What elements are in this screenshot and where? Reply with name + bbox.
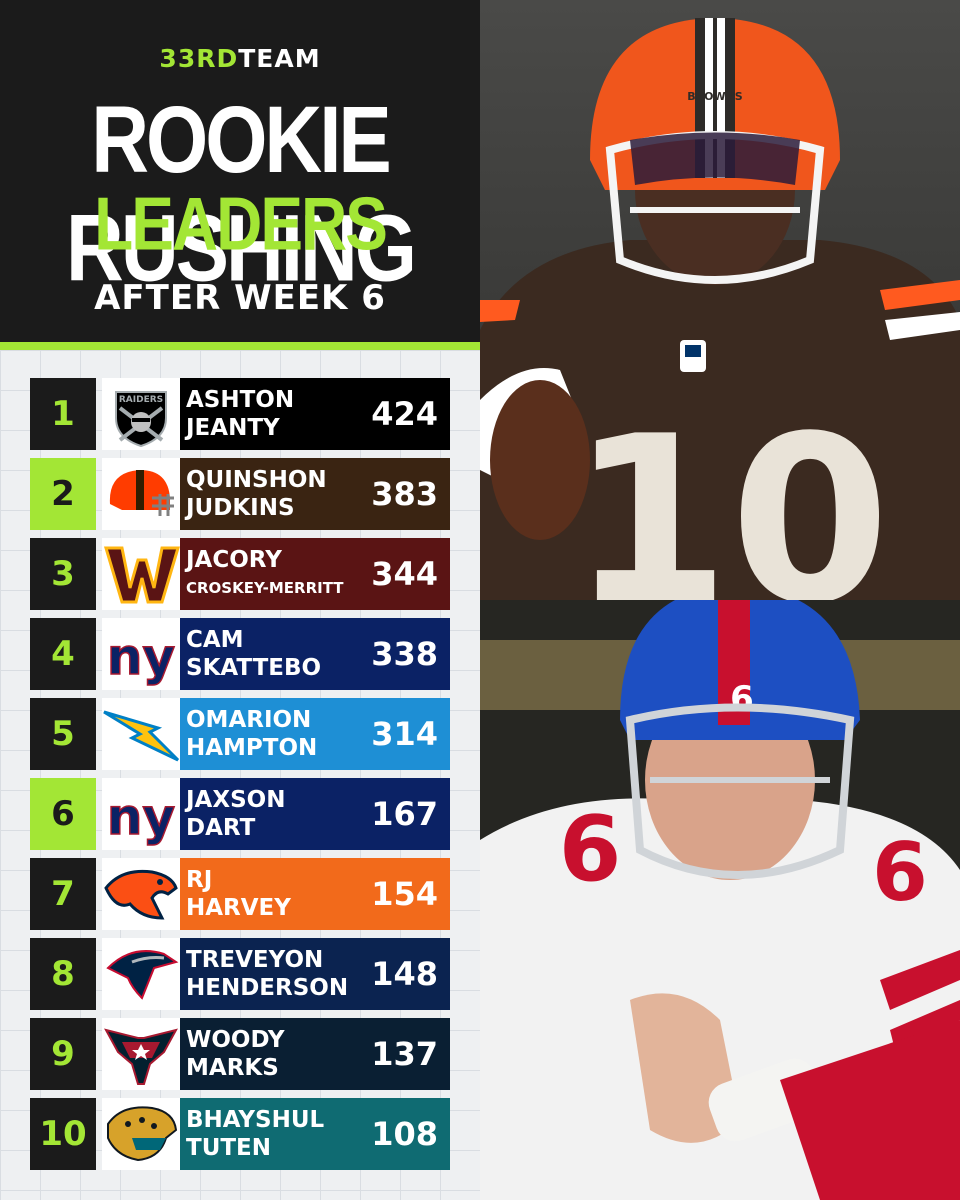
first-name: TREVEYON	[186, 947, 324, 973]
first-name: WOODY	[186, 1027, 285, 1053]
leader-row: 4 ny CAM SKATTEBO 338	[30, 618, 450, 690]
commanders-logo-icon	[102, 538, 180, 610]
player-bar: JACORY CROSKEY-MERRITT 344	[180, 538, 450, 610]
rushing-yards: 108	[371, 1115, 438, 1153]
brand-white-text: TEAM	[238, 44, 321, 73]
svg-text:ny: ny	[107, 788, 175, 846]
helmet-number-text: 6	[730, 679, 754, 719]
rank-number: 9	[30, 1018, 96, 1090]
player-bar: ASHTON JEANTY 424	[180, 378, 450, 450]
rank-number: 2	[30, 458, 96, 530]
texans-bull-icon	[102, 1018, 180, 1090]
chargers-bolt-icon	[102, 698, 180, 770]
rank-number: 10	[30, 1098, 96, 1170]
jaguars-logo-icon	[102, 1098, 180, 1170]
player-name: QUINSHON JUDKINS	[186, 466, 366, 522]
leader-row: 10 BHAYSHUL TUTEN 108	[30, 1098, 450, 1170]
browns-helmet-icon	[102, 458, 180, 530]
first-name: CAM	[186, 627, 244, 653]
player-bar: CAM SKATTEBO 338	[180, 618, 450, 690]
rank-number: 4	[30, 618, 96, 690]
rushing-yards: 344	[371, 555, 438, 593]
broncos-horse-icon	[102, 858, 180, 930]
last-name: DART	[186, 815, 256, 841]
last-name: SKATTEBO	[186, 655, 322, 681]
leader-row: 6 ny JAXSON DART 167	[30, 778, 450, 850]
rank-number: 6	[30, 778, 96, 850]
page-subtitle: AFTER WEEK 6	[94, 278, 386, 318]
jersey-number-text: 10	[570, 388, 890, 600]
last-name: HAMPTON	[186, 735, 318, 761]
leader-row: 7 RJ HARVEY 154	[30, 858, 450, 930]
leader-row: 9 WOODY MARKS 137	[30, 1018, 450, 1090]
rushing-yards: 148	[371, 955, 438, 993]
rushing-yards: 137	[371, 1035, 438, 1073]
first-name: OMARION	[186, 707, 312, 733]
raiders-logo-icon: RAIDERS	[102, 378, 180, 450]
rank-number: 1	[30, 378, 96, 450]
header-panel: 33RDTEAM ROOKIE RUSHING LEADERS AFTER WE…	[0, 0, 480, 344]
brand-green-text: 33RD	[159, 44, 239, 73]
leader-row: 2 QUINSHON JUDKINS 383	[30, 458, 450, 530]
last-name: TUTEN	[186, 1135, 272, 1161]
last-name: CROSKEY-MERRITT	[186, 579, 344, 597]
first-name: QUINSHON	[186, 467, 327, 493]
svg-text:ny: ny	[107, 628, 175, 686]
first-name: BHAYSHUL	[186, 1107, 325, 1133]
first-name: ASHTON	[186, 387, 295, 413]
player-bar: JAXSON DART 167	[180, 778, 450, 850]
patriots-logo-icon	[102, 938, 180, 1010]
helmet-text: BROWNS	[687, 90, 743, 103]
rushing-yards: 424	[371, 395, 438, 433]
leaderboard: 1 RAIDERS ASHTON JEANTY 424 2	[0, 350, 480, 1200]
page-title-line2: LEADERS	[94, 180, 388, 266]
leader-row: 8 TREVEYON HENDERSON 148	[30, 938, 450, 1010]
rushing-yards: 338	[371, 635, 438, 673]
rank-number: 3	[30, 538, 96, 610]
player-bar: BHAYSHUL TUTEN 108	[180, 1098, 450, 1170]
leader-row: 3 JACORY CROSKEY-MERRITT 344	[30, 538, 450, 610]
player-photo-browns: 10 BROWNS	[480, 0, 960, 600]
giants-logo-icon: ny	[102, 618, 180, 690]
rushing-yards: 314	[371, 715, 438, 753]
rushing-yards: 167	[371, 795, 438, 833]
page-title-line1: ROOKIE RUSHING	[66, 87, 417, 301]
brand-logo: 33RDTEAM	[0, 44, 480, 73]
player-name: CAM SKATTEBO	[186, 626, 366, 682]
last-name: MARKS	[186, 1055, 279, 1081]
giants-logo-icon: ny	[102, 778, 180, 850]
last-name: JUDKINS	[186, 495, 295, 521]
last-name: JEANTY	[186, 415, 280, 441]
rushing-yards: 383	[371, 475, 438, 513]
player-name: JACORY CROSKEY-MERRITT	[186, 546, 366, 602]
player-name: WOODY MARKS	[186, 1026, 366, 1082]
player-bar: QUINSHON JUDKINS 383	[180, 458, 450, 530]
rushing-yards: 154	[371, 875, 438, 913]
first-name: RJ	[186, 867, 213, 893]
player-name: JAXSON DART	[186, 786, 366, 842]
accent-divider	[0, 342, 480, 350]
svg-text:RAIDERS: RAIDERS	[119, 395, 163, 405]
player-bar: TREVEYON HENDERSON 148	[180, 938, 450, 1010]
player-bar: OMARION HAMPTON 314	[180, 698, 450, 770]
jersey-number-left-text: 6	[559, 797, 622, 902]
jersey-number-right-text: 6	[872, 826, 928, 919]
first-name: JACORY	[186, 547, 282, 573]
player-bar: RJ HARVEY 154	[180, 858, 450, 930]
rank-number: 5	[30, 698, 96, 770]
last-name: HENDERSON	[186, 975, 349, 1001]
rank-number: 7	[30, 858, 96, 930]
first-name: JAXSON	[186, 787, 286, 813]
leader-row: 1 RAIDERS ASHTON JEANTY 424	[30, 378, 450, 450]
player-name: OMARION HAMPTON	[186, 706, 366, 762]
player-photo-giants: 6 6 6	[480, 600, 960, 1200]
player-name: ASHTON JEANTY	[186, 386, 366, 442]
rank-number: 8	[30, 938, 96, 1010]
player-name: BHAYSHUL TUTEN	[186, 1106, 366, 1162]
player-bar: WOODY MARKS 137	[180, 1018, 450, 1090]
leader-row: 5 OMARION HAMPTON 314	[30, 698, 450, 770]
player-name: RJ HARVEY	[186, 866, 366, 922]
player-name: TREVEYON HENDERSON	[186, 946, 366, 1002]
last-name: HARVEY	[186, 895, 291, 921]
